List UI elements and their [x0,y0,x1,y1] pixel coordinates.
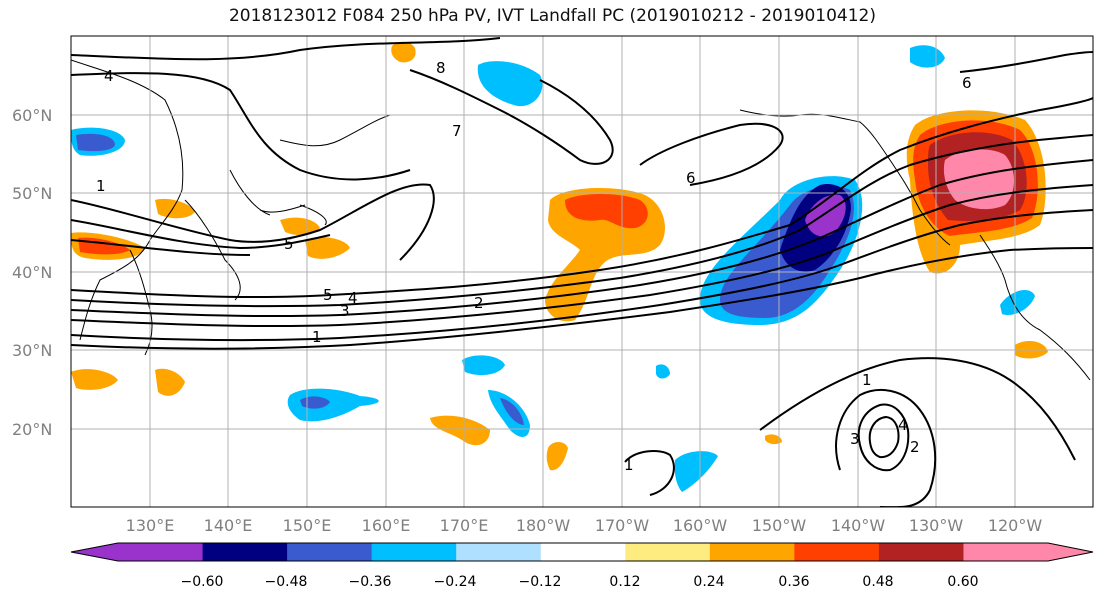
colorbar-tick-label: 0.36 [778,574,809,590]
map-title: 2018123012 F084 250 hPa PV, IVT Landfall… [228,6,876,26]
colorbar-tick-label: −0.60 [181,574,224,590]
contour-label: 4 [898,416,908,434]
colorbar-segment [371,543,457,561]
colorbar-segment [287,543,373,561]
lat-label: 40°N [12,263,52,282]
lon-label: 160°E [362,516,411,535]
contour-label: 3 [850,430,860,448]
longitude-labels: 130°E 140°E 150°E 160°E 170°E 180°W 170°… [126,516,1043,535]
colorbar-tick-label: −0.12 [519,574,562,590]
pv-contours [71,37,1093,507]
contour-label: 5 [284,235,294,253]
colorbar-segment [456,543,542,561]
colorbar-tick-label: −0.24 [434,574,477,590]
latitude-labels: 60°N 50°N 40°N 30°N 20°N [12,106,52,439]
colorbar-tick-label: 0.12 [609,574,640,590]
colorbar-segment [540,543,626,561]
colorbar-tick-label: 0.48 [862,574,893,590]
contour-label: 6 [686,169,696,187]
contour-label: 2 [474,294,484,312]
contour-label: 4 [104,67,114,85]
lon-label: 150°E [283,516,332,535]
lat-label: 60°N [12,106,52,125]
lon-label: 170°E [440,516,489,535]
colorbar-segment [878,543,964,561]
contour-label: 8 [436,59,446,77]
contour-label: 1 [862,371,872,389]
lon-label: 130°E [126,516,175,535]
contour-label: 1 [96,177,106,195]
colorbar-tick-label: 0.60 [947,574,978,590]
lon-label: 120°W [988,516,1043,535]
colorbar-segment [709,543,795,561]
lon-label: 140°W [831,516,886,535]
colorbar-segment [202,543,288,561]
colorbar-outline [70,542,1094,562]
colorbar-extend-min [71,543,118,561]
plot-frame [70,35,1094,508]
contour-label: 4 [348,289,358,307]
contour-label: 1 [624,456,634,474]
lat-label: 30°N [12,341,52,360]
colorbar-segment [625,543,711,561]
colorbar-extend-max [1048,543,1093,561]
lat-label: 20°N [12,420,52,439]
contour-label: 5 [323,286,333,304]
colorbar-segment [963,543,1049,561]
colorbar-segment [794,543,880,561]
colorbar-ticks: −0.60 −0.48 −0.36 −0.24 −0.12 0.12 0.24 … [181,574,979,590]
contour-label: 3 [340,302,350,320]
lon-label: 140°E [204,516,253,535]
colorbar-tick-label: −0.48 [265,574,308,590]
contour-label: 1 [312,328,322,346]
plot-area: 4 1 5 8 7 6 6 5 4 3 2 1 1 1 2 3 4 [71,36,1093,507]
colorbar-segment [118,543,204,561]
lon-label: 180°W [516,516,571,535]
contour-label: 7 [452,122,462,140]
lon-label: 130°W [909,516,964,535]
contour-label: 2 [910,438,920,456]
lat-label: 50°N [12,184,52,203]
contour-label: 6 [962,74,972,92]
lon-label: 170°W [595,516,650,535]
contour-labels: 4 1 5 8 7 6 6 5 4 3 2 1 1 1 2 3 4 [96,59,972,474]
colorbar-tick-label: 0.24 [693,574,724,590]
colorbar [70,542,1094,562]
lon-label: 160°W [673,516,728,535]
lon-label: 150°W [752,516,807,535]
colorbar-tick-label: −0.36 [349,574,392,590]
